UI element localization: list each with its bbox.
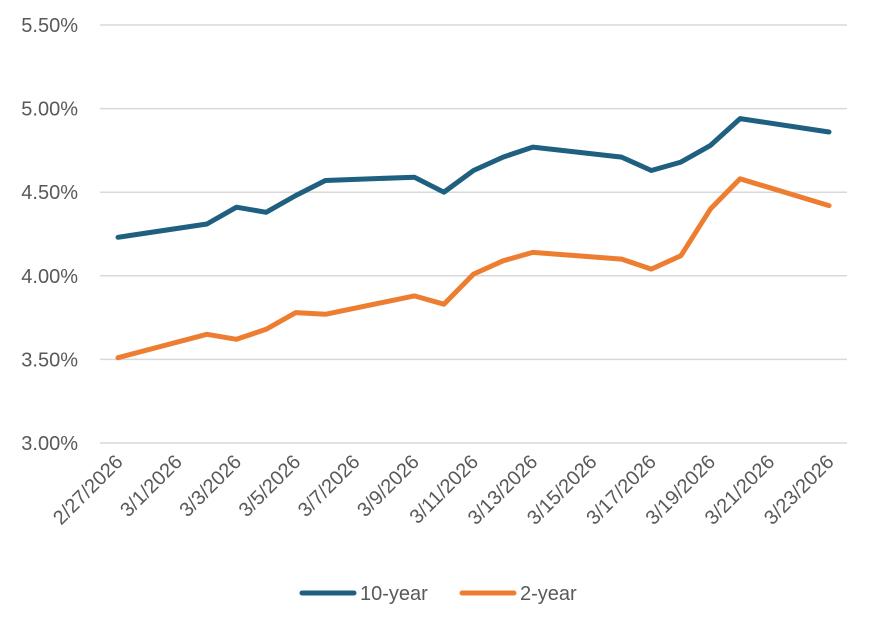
y-tick-label: 3.00% (21, 433, 78, 455)
x-tick-label: 3/1/2026 (116, 451, 187, 522)
x-tick-label: 2/27/2026 (49, 451, 127, 529)
x-tick-label: 3/7/2026 (294, 451, 365, 522)
series-line-2-year (115, 176, 832, 361)
x-tick-label: 3/3/2026 (175, 451, 246, 522)
y-axis-ticks: 3.00% 3.50% 4.00% 4.50% 5.00% 5.50% (21, 15, 78, 455)
y-tick-label: 4.00% (21, 266, 78, 288)
legend-label: 2-year (520, 583, 577, 605)
y-tick-label: 4.50% (21, 182, 78, 204)
y-tick-label: 3.50% (21, 349, 78, 371)
legend: 10-year 2-year (299, 583, 577, 605)
gridlines (100, 24, 847, 444)
y-tick-label: 5.00% (21, 99, 78, 121)
series-line-10-year (115, 116, 832, 240)
x-tick-label: 3/5/2026 (235, 451, 306, 522)
legend-label: 10-year (360, 583, 428, 605)
series-lines (115, 116, 832, 361)
x-axis-ticks: 2/27/20263/1/20263/3/20263/5/20263/7/202… (49, 451, 838, 529)
y-tick-label: 5.50% (21, 15, 78, 37)
